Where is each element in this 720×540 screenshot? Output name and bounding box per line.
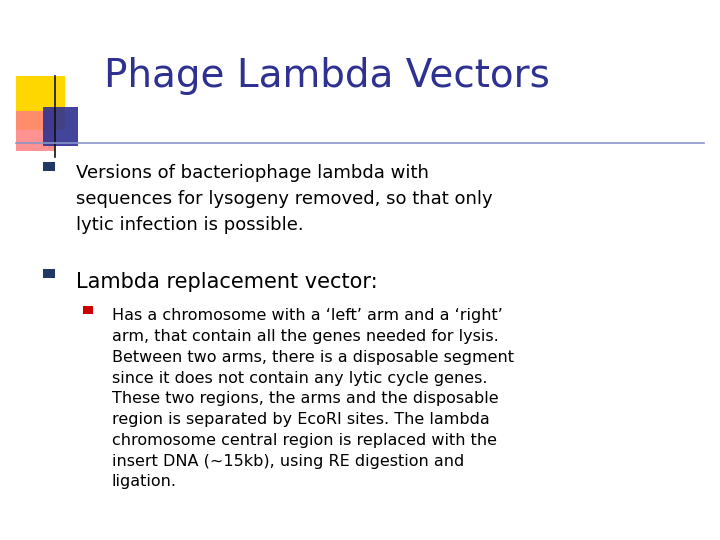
Bar	[16, 76, 65, 130]
Bar	[83, 306, 93, 314]
Text: Phage Lambda Vectors: Phage Lambda Vectors	[104, 57, 550, 94]
Bar	[43, 269, 55, 278]
Text: Lambda replacement vector:: Lambda replacement vector:	[76, 272, 377, 292]
Bar	[43, 162, 55, 171]
Text: Has a chromosome with a ‘left’ arm and a ‘right’
arm, that contain all the genes: Has a chromosome with a ‘left’ arm and a…	[112, 308, 513, 489]
Bar	[43, 107, 78, 146]
Text: Versions of bacteriophage lambda with
sequences for lysogeny removed, so that on: Versions of bacteriophage lambda with se…	[76, 164, 492, 234]
Bar	[16, 111, 55, 151]
